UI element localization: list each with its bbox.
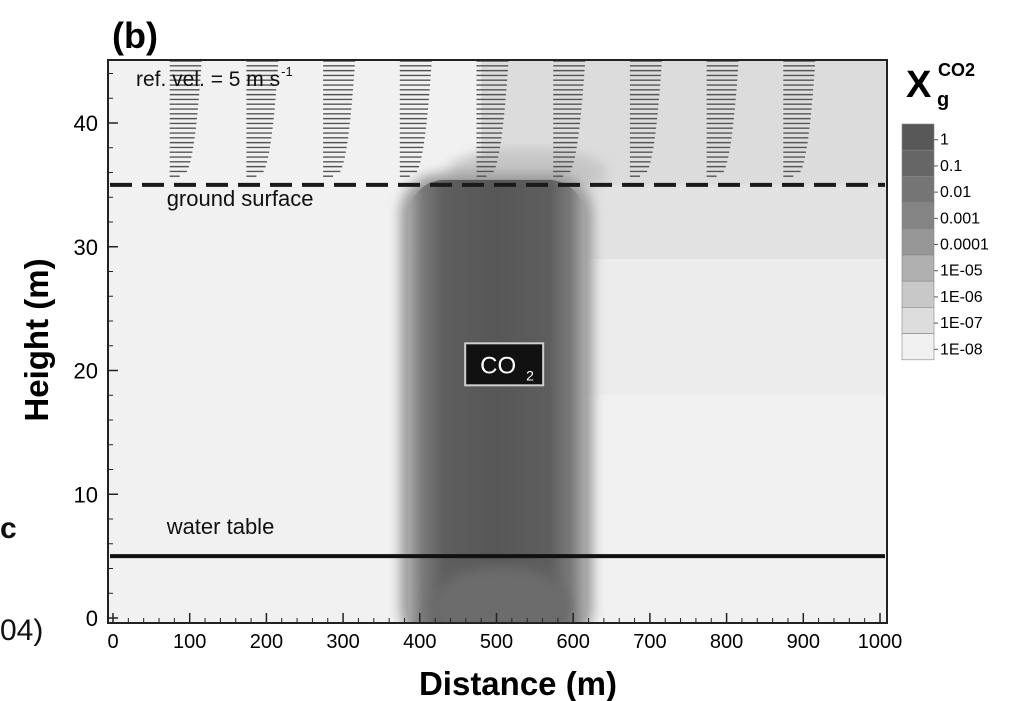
colorbar-level-label: 0.0001 — [940, 237, 989, 254]
annotations: ref. vel. = 5 m s -1 ground surface water t… — [136, 64, 545, 539]
x-tick-label: 300 — [326, 631, 359, 653]
wind-profile-4 — [476, 60, 509, 177]
panel-label: (b) — [112, 15, 158, 56]
co2-label-box — [464, 342, 545, 387]
colorbar-level-label: 1 — [940, 132, 949, 149]
wind-profile-2 — [323, 60, 356, 177]
annotation-0: ref. vel. = 5 m s — [136, 68, 280, 91]
annotation-2: water table — [166, 514, 275, 539]
wind-profile-5 — [553, 60, 586, 177]
wind-profile-1 — [246, 60, 279, 177]
wind-profile-7 — [706, 60, 739, 177]
co2-plume — [400, 173, 593, 623]
x-tick-label: 600 — [557, 631, 590, 653]
y-tick-label: 20 — [74, 359, 98, 384]
svg-text:X: X — [906, 64, 932, 106]
y-tick-label: 30 — [74, 235, 98, 260]
y-axis-label: Height (m) — [18, 258, 55, 421]
colorbar-level-label: 1E-06 — [940, 289, 983, 306]
y-tick-label: 10 — [74, 482, 98, 507]
x-tick-label: 0 — [107, 631, 118, 653]
x-axis-label: Distance (m) — [419, 665, 617, 701]
colorbar-legend: X g CO2 1 0.1 0.01 0.001 0.0001 1E-05 1E-06 1E-… — [901, 60, 989, 361]
colorbar-level-label: 0.001 — [940, 210, 980, 227]
x-tick-label: 500 — [480, 631, 513, 653]
colorbar-title-sup: CO2 — [938, 60, 975, 80]
wind-profile-3 — [399, 60, 432, 177]
x-tick-label: 700 — [633, 631, 666, 653]
x-tick-label: 400 — [403, 631, 436, 653]
x-tick-label: 900 — [787, 631, 820, 653]
x-tick-label: 200 — [250, 631, 283, 653]
colorbar-level-label: 1E-08 — [940, 341, 983, 358]
annotation-superscript: -1 — [281, 64, 293, 79]
x-tick-label: 800 — [710, 631, 743, 653]
co2-label: CO — [480, 352, 516, 379]
colorbar-title-sub: g — [937, 89, 949, 111]
colorbar-level-label: 0.01 — [940, 184, 971, 201]
colorbar-swatch — [901, 123, 935, 151]
plume-core — [408, 179, 585, 623]
wind-profile-8 — [783, 60, 816, 177]
colorbar-swatch — [901, 202, 935, 230]
plume-base — [430, 565, 571, 623]
y-tick-label: 40 — [74, 111, 98, 136]
plot-frame — [107, 59, 888, 624]
colorbar-level-label: 0.1 — [940, 158, 962, 175]
y-tick-label: 0 — [86, 606, 98, 631]
colorbar-swatch — [901, 228, 935, 256]
colorbar-swatch — [901, 280, 935, 308]
wind-velocity-vectors — [169, 60, 816, 177]
colorbar-level-label: 1E-07 — [940, 315, 983, 332]
colorbar-swatch — [901, 307, 935, 334]
colorbar-level-label: 1E-05 — [940, 263, 983, 280]
plot-area — [108, 60, 887, 623]
colorbar-swatch — [901, 254, 935, 282]
x-tick-label: 100 — [173, 631, 206, 653]
wind-profile-0 — [169, 60, 202, 177]
colorbar-swatch — [901, 149, 935, 177]
colorbar-title: X — [906, 64, 932, 106]
annotation-1: ground surface — [167, 186, 314, 211]
y-axis-ticks: 0 10 20 30 40 — [74, 73, 118, 631]
colorbar-swatch — [901, 176, 935, 203]
downwind-zone — [573, 184, 887, 260]
cropped-text-fragment-1: c — [0, 512, 17, 545]
co2-label-subscript: 2 — [526, 367, 534, 383]
cropped-text-fragment-2: 04) — [0, 614, 44, 647]
colorbar-swatch — [901, 333, 935, 361]
wind-profile-6 — [629, 60, 662, 177]
x-axis-ticks: 0 100 200 300 400 500 600 700 800 900 1000 — [107, 613, 902, 653]
x-tick-label: 1000 — [858, 631, 903, 653]
downwind-fringe — [573, 259, 887, 396]
